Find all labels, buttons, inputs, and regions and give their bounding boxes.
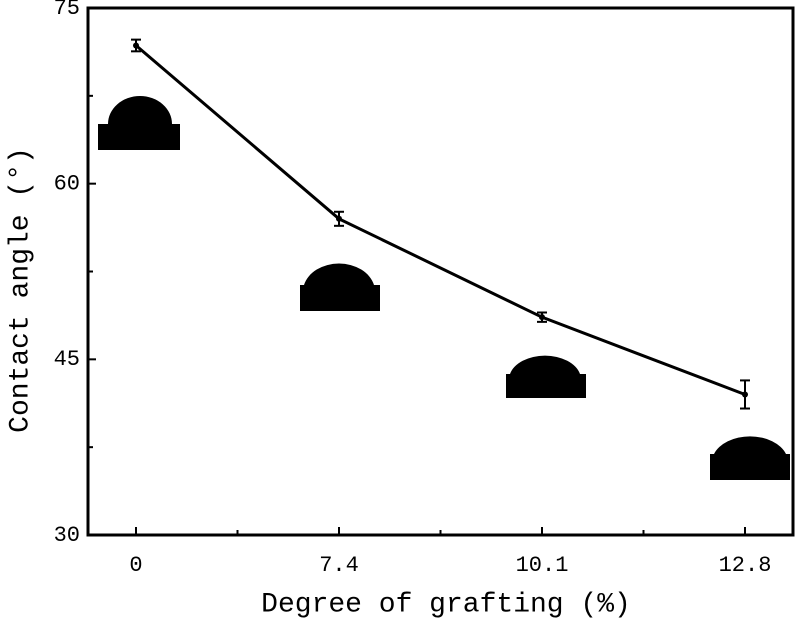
data-point [336, 215, 342, 222]
data-point [133, 42, 139, 49]
droplets [98, 96, 790, 480]
x-tick-label: 7.4 [319, 553, 359, 578]
y-axis-label: Contact angle (°) [5, 147, 36, 433]
droplet-icon [710, 436, 790, 480]
droplet-icon [98, 96, 180, 150]
droplet-icon [506, 355, 586, 398]
y-tick-label: 30 [54, 523, 80, 548]
x-tick-label: 12.8 [719, 553, 772, 578]
x-axis-label: Degree of grafting (%) [261, 589, 631, 620]
data-point [539, 314, 545, 321]
data-point [742, 391, 748, 398]
y-tick-label: 45 [54, 347, 80, 372]
droplet-icon [300, 263, 380, 311]
y-tick-label: 75 [54, 0, 80, 21]
data-line [135, 44, 746, 396]
x-tick-label: 0 [129, 553, 142, 578]
plot-frame [86, 6, 795, 537]
x-tick-label: 10.1 [516, 553, 569, 578]
y-tick-label: 60 [54, 171, 80, 196]
